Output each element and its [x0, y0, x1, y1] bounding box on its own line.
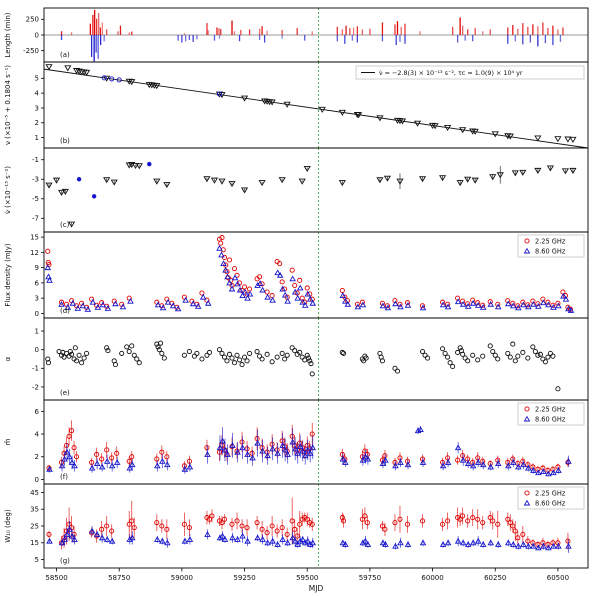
series-width-8.60GHz — [46, 520, 572, 553]
ytick-label: 6 — [35, 408, 40, 416]
xtick-label: 59500 — [296, 574, 318, 582]
panel-g: 5 15 25 35 45 W₁₀ (deg) (g) 2.25 GHz 8.60 GHz — [4, 483, 589, 569]
xtick-label: 58500 — [45, 574, 67, 582]
ytick-label: 5 — [35, 556, 39, 564]
ytick-label: 6 — [35, 279, 40, 287]
ytick-label: -2 — [32, 383, 39, 391]
ytick-label: 0 — [35, 346, 39, 354]
legend-label-2.25-GHz: 2.25 GHz — [535, 237, 566, 245]
ytick-label: -1 — [32, 365, 39, 373]
ytick-label: 1 — [35, 134, 39, 142]
ytick-label: 3 — [35, 104, 39, 112]
panel-d: 0 3 6 9 12 15 Flux density (mJy) (d) 2.25 GHz 8.6… — [4, 231, 589, 319]
panel-label-d: (d) — [60, 307, 70, 315]
ylabel-c: ν̇ (×10⁻¹³ s⁻²) — [4, 166, 12, 214]
xtick-label: 59000 — [171, 574, 193, 582]
series-positive-events — [60, 9, 564, 35]
panel-label-b: (b) — [60, 137, 70, 145]
series-nudot-measurements — [45, 162, 577, 228]
series-modulation-8.60GHz — [46, 426, 572, 477]
ytick-label: -1 — [32, 156, 39, 164]
series-modulation-2.25GHz — [46, 420, 571, 474]
panel-label-g: (g) — [60, 557, 70, 565]
legend-label-2.25-GHz: 2.25 GHz — [535, 405, 566, 413]
panel-a: 250 0 -250 Length (min) (a) — [4, 7, 589, 63]
xtick-label: 60000 — [421, 574, 443, 582]
series-flux-8.60GHz — [44, 244, 575, 313]
ylabel-f: m̂ — [4, 438, 12, 445]
legend-label-8.60-GHz: 8.60 GHz — [535, 415, 566, 423]
ytick-label: 2 — [35, 119, 39, 127]
ytick-label: 2 — [35, 453, 39, 461]
panel-c: -1 -3 -5 -7 ν̇ (×10⁻¹³ s⁻²) (c) — [4, 147, 589, 233]
panel-label-a: (a) — [60, 51, 70, 59]
ytick-label: 15 — [30, 233, 39, 241]
xaxis-label: MJD — [309, 584, 324, 593]
ytick-label: 0 — [35, 476, 39, 484]
ylabel-b: ν (×10⁻⁵ + 0.1804 s⁻¹) — [4, 65, 12, 145]
xtick-label: 58750 — [108, 574, 130, 582]
series-frequency-measurements — [45, 64, 577, 143]
legend-label-8.60-GHz: 8.60 GHz — [535, 499, 566, 507]
ytick-label: 12 — [30, 249, 39, 257]
ytick-label: -5 — [32, 195, 39, 203]
ytick-label: -250 — [23, 47, 39, 55]
panel-label-c: (c) — [60, 221, 70, 229]
legend-label-8.60-GHz: 8.60 GHz — [535, 247, 566, 255]
panel-label-f: (f) — [60, 473, 68, 481]
ylabel-a: Length (min) — [4, 12, 12, 57]
xtick-label: 60250 — [484, 574, 506, 582]
ytick-label: 15 — [30, 539, 39, 547]
ylabel-g: W₁₀ (deg) — [4, 509, 12, 543]
ytick-label: 4 — [35, 90, 40, 98]
xtick-label: 59250 — [233, 574, 255, 582]
ytick-label: 5 — [35, 75, 39, 83]
series-width-2.25GHz — [46, 497, 571, 550]
series-spectral-index — [45, 340, 561, 392]
xtick-label: 59750 — [359, 574, 381, 582]
ytick-label: 250 — [26, 16, 39, 24]
ylabel-d: Flux density (mJy) — [4, 243, 12, 306]
fit-legend-text: ν̇ = −2.8(3) × 10⁻¹³ s⁻², τc = 1.0(9) × … — [379, 69, 523, 77]
series-nudot-interferometric — [76, 161, 152, 199]
series-frequency-interferometric — [101, 75, 223, 97]
ytick-label: 0 — [35, 310, 39, 318]
legend-label-2.25-GHz: 2.25 GHz — [535, 489, 566, 497]
ytick-label: 1 — [35, 327, 39, 335]
ytick-label: -3 — [32, 176, 39, 184]
ytick-label: -7 — [32, 215, 39, 223]
ytick-label: 0 — [35, 31, 39, 39]
ytick-label: 3 — [35, 295, 39, 303]
panel-f: 0 2 4 6 m̂ (f) 2.25 GHz 8.60 GHz — [4, 399, 589, 485]
series-flux-2.25GHz — [45, 235, 574, 312]
panel-b: 1 2 3 4 5 ν (×10⁻⁵ + 0.1804 s⁻¹) (b) ν̇ = −2.8(… — [4, 61, 589, 149]
xtick-label: 60500 — [547, 574, 569, 582]
panel-label-e: (e) — [60, 389, 70, 397]
ylabel-e: α — [4, 356, 12, 361]
ytick-label: 9 — [35, 264, 39, 272]
ytick-label: 25 — [30, 522, 39, 530]
ytick-label: 35 — [30, 506, 39, 514]
ytick-label: 4 — [35, 430, 40, 438]
series-negative-events — [60, 35, 562, 62]
fit-line — [43, 68, 589, 149]
ytick-label: 45 — [30, 489, 39, 497]
